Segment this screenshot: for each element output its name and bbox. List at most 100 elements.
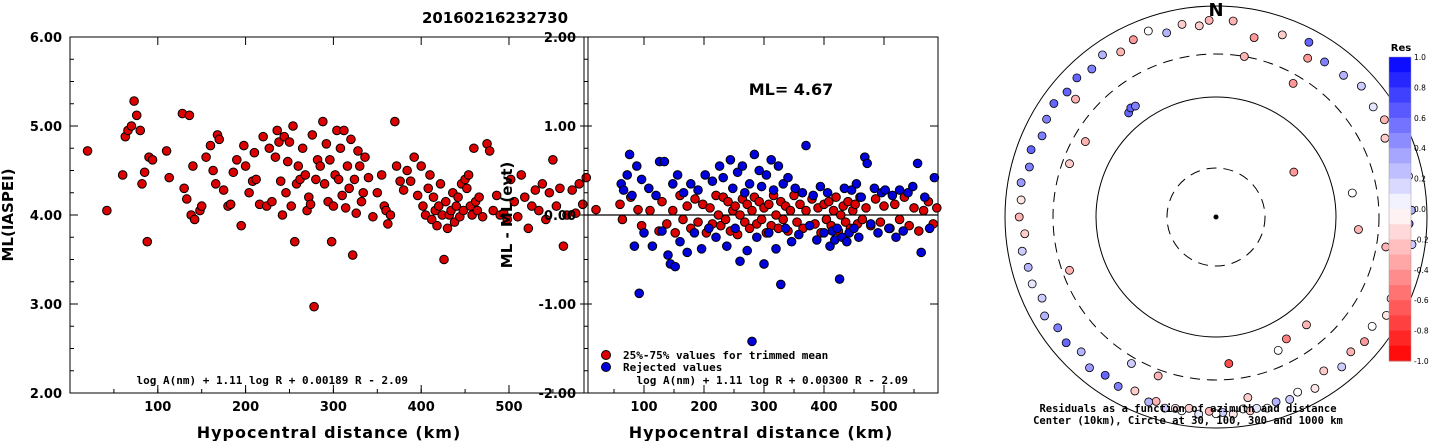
ml-y-label: ML(IASPEI) [0,168,17,261]
station-residual-point [1346,347,1356,357]
ml-x-ticks: 100 200 300 400 500 [113,37,554,415]
data-point [228,167,239,178]
x-tick-label: 400 [810,400,837,415]
rejected-point [725,155,736,165]
trimmed-point [705,203,715,213]
data-point [451,201,462,211]
station-residual-point [1380,133,1390,143]
data-point [218,185,229,195]
station-residual-point [1293,387,1303,397]
station-residual-point [1087,64,1097,74]
trimmed-point [744,223,755,234]
station-residual-point [1354,225,1363,234]
trimmed-point [678,214,688,225]
rejected-point [842,236,852,247]
data-point [435,179,446,189]
trimmed-point [716,220,726,231]
rejected-point [920,192,930,202]
station-residual-point [1367,321,1377,331]
station-residual-point [1320,57,1329,67]
data-point [425,170,435,180]
colorbar-cells [1388,56,1412,362]
trimmed-point [821,214,832,225]
data-point [205,140,216,151]
data-point [258,131,268,142]
data-point [462,183,472,194]
station-residual-point [1062,87,1072,97]
data-point [142,236,153,247]
station-residual-point [1116,47,1126,57]
rejected-point [862,158,873,169]
residual-x-label: Hypocentral distance (km) [629,423,894,441]
ml-formula: log A(nm) + 1.11 log R + 0.00189 R - 2.0… [136,374,408,387]
trimmed-point [875,217,886,227]
rejected-point [873,228,883,238]
rejected-point [761,170,772,180]
epicenter-dot [1213,214,1219,220]
rejected-point [771,244,781,254]
y-tick-label: -2.00 [539,387,576,402]
rejected-point [634,288,645,299]
trimmed-point [904,220,915,231]
data-point [530,185,541,195]
rejected-point [783,172,793,183]
data-point [502,214,513,225]
data-point [210,179,221,189]
trimmed-point [918,205,929,216]
data-point [325,155,335,165]
station-residual-point [1304,37,1314,47]
data-point [337,190,347,201]
station-residual-point [1228,409,1238,419]
data-point [240,161,251,171]
data-point [346,134,356,145]
colorbar-tick-label: -0.6 [1414,296,1429,305]
station-residual-point [1130,386,1140,396]
data-point [225,199,236,210]
data-point [333,174,344,185]
data-point [509,196,520,207]
station-residual-point [1224,359,1234,368]
station-residual-point [1143,26,1153,36]
data-point [463,170,474,180]
data-point [305,199,316,210]
station-residual-point [1037,293,1047,303]
rejected-point [696,244,707,254]
data-point [453,192,463,202]
rejected-point [752,232,762,243]
rejected-point [929,172,940,183]
station-residual-point [1194,21,1204,31]
x-tick-label: 100 [630,400,657,415]
station-residual-point [1170,403,1180,413]
rejected-point [659,156,670,167]
trimmed-point [742,199,753,210]
rejected-point [924,223,935,234]
rejected-point [780,223,791,234]
station-residual-point [1239,52,1249,61]
residual-x-ticks: 100 200 300 400 500 [613,37,915,415]
data-point [363,172,374,183]
rejected-point [714,161,725,171]
data-point [516,170,527,180]
colorbar-tick-label: -0.4 [1414,266,1429,275]
trimmed-point [795,199,805,210]
station-residual-point [1162,28,1172,38]
station-residual-point [1037,131,1047,141]
data-point [284,137,295,147]
colorbar: Res 1.0 0.8 0.6 0.4 0.2 0.0 -0.2 -0.4 -0.6 -0.8 -1… [1388,43,1429,366]
y-tick-label: 2.00 [544,31,576,46]
data-point [426,214,437,225]
trimmed-point [723,196,733,207]
y-tick-label: 1.00 [544,120,576,135]
station-residual-point [1238,404,1248,414]
data-point [558,241,569,251]
rejected-point [686,179,696,189]
data-point [232,155,242,165]
trimmed-point [662,219,672,229]
rejected-point [766,155,777,165]
residual-y-ticks: -2.00 -1.00 0.00 1.00 2.00 [539,31,938,402]
station-residual-point [1289,167,1299,177]
station-residual-point [1128,35,1138,45]
data-point [236,220,247,231]
colorbar-cell [1389,330,1411,347]
trimmed-point [861,203,871,213]
